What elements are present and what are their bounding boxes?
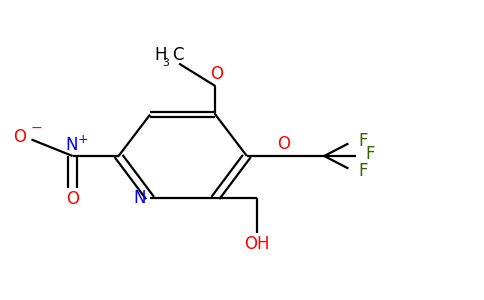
Text: F: F: [365, 145, 375, 163]
Text: C: C: [172, 46, 184, 64]
Text: F: F: [358, 162, 368, 180]
Text: N: N: [133, 189, 146, 207]
Text: H: H: [154, 46, 166, 64]
Text: O: O: [211, 65, 223, 83]
Text: O: O: [277, 135, 289, 153]
Text: F: F: [358, 132, 368, 150]
Text: O: O: [13, 128, 26, 146]
Text: OH: OH: [244, 235, 269, 253]
Text: O: O: [66, 190, 79, 208]
Text: −: −: [30, 121, 42, 134]
Text: 3: 3: [162, 58, 169, 68]
Text: N: N: [65, 136, 78, 154]
Text: +: +: [78, 133, 89, 146]
